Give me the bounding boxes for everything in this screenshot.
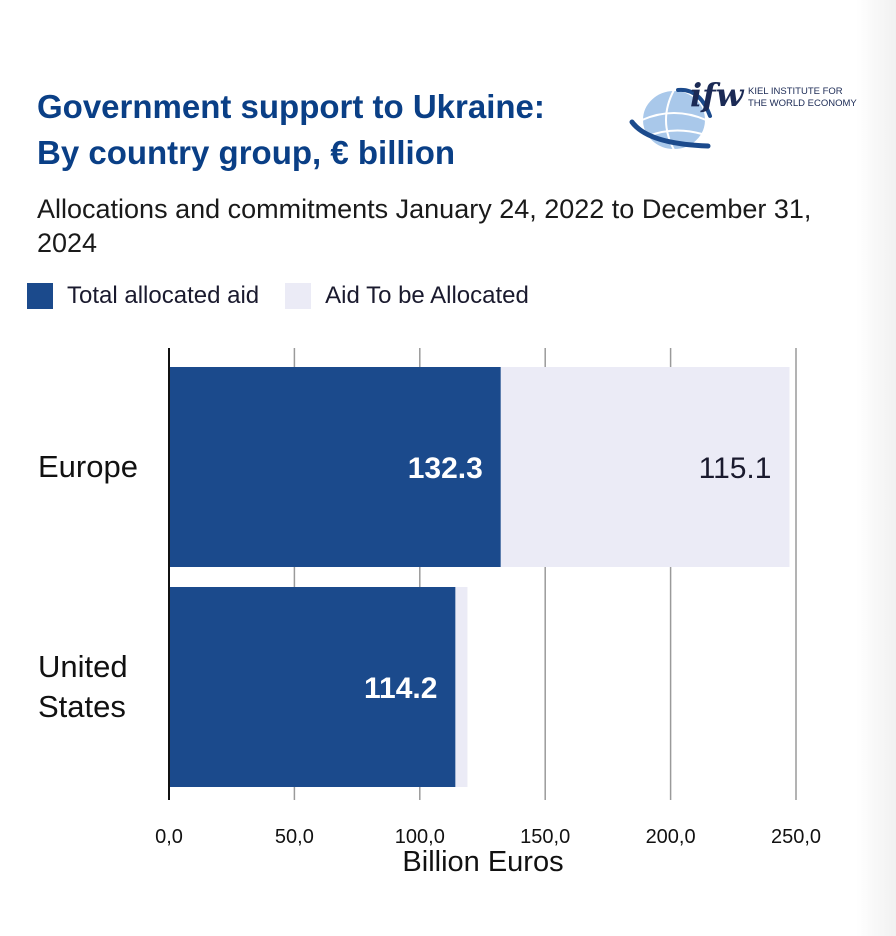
bar-to-be-allocated-0: [500, 367, 790, 567]
x-tick-label-100: 100,0: [395, 826, 445, 848]
bar-chart: 132.3 115.1 Europe 114.2 United States 0,0 50,0…: [38, 348, 821, 878]
chart-title-line2: By country group, € billion: [37, 134, 456, 171]
legend-swatch-allocated: [27, 283, 53, 309]
category-label-1-1: States: [38, 689, 126, 724]
bar-allocated-0: [169, 367, 501, 567]
x-tick-label-50: 50,0: [275, 826, 314, 848]
chart-title-line1: Government support to Ukraine:: [37, 88, 545, 125]
page-edge-shade: [856, 0, 896, 936]
logo-line1: KIEL INSTITUTE FOR: [748, 86, 843, 97]
bar-allocated-1: [169, 587, 456, 787]
x-tick-label-250: 250,0: [771, 826, 821, 848]
ifw-logo: ifw KIEL INSTITUTE FOR THE WORLD ECONOMY: [629, 76, 857, 151]
x-tick-label-200: 200,0: [646, 826, 696, 848]
data-label-to-be-allocated-0: 115.1: [699, 452, 772, 485]
logo-mark: ifw: [690, 76, 745, 114]
logo-line2: THE WORLD ECONOMY: [748, 98, 857, 109]
data-label-allocated-1: 114.2: [364, 672, 437, 705]
chart-title: Government support to Ukraine: By countr…: [37, 84, 617, 176]
x-axis-title: Billion Euros: [402, 846, 563, 878]
globe-icon: [629, 87, 712, 151]
category-label-1-0: United: [38, 649, 128, 684]
legend-label-to-be-allocated: Aid To be Allocated: [325, 282, 529, 309]
x-tick-label-0: 0,0: [155, 826, 183, 848]
chart-subtitle: Allocations and commitments January 24, …: [37, 194, 812, 258]
category-label-0-0: Europe: [38, 449, 138, 484]
legend-item-allocated: Total allocated aid: [27, 282, 259, 310]
legend-item-to-be-allocated: Aid To be Allocated: [285, 282, 529, 310]
legend: Total allocated aid Aid To be Allocated: [27, 280, 555, 312]
legend-swatch-to-be-allocated: [285, 283, 312, 309]
data-label-allocated-0: 132.3: [408, 452, 483, 485]
bar-to-be-allocated-1: [455, 587, 468, 787]
x-tick-label-150: 150,0: [520, 826, 570, 848]
legend-label-allocated: Total allocated aid: [67, 282, 260, 309]
